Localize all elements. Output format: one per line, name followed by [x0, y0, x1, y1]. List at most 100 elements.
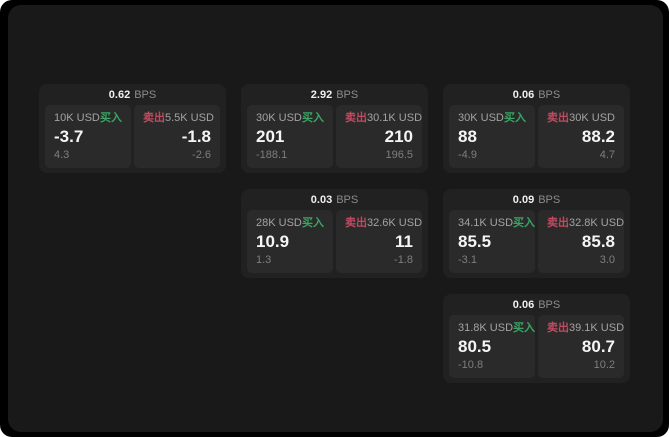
- sell-quote-panel[interactable]: 卖出 39.1K USD 80.7 10.2: [538, 315, 624, 378]
- buy-side-label: 买入: [513, 217, 536, 229]
- buy-change: 1.3: [256, 254, 272, 266]
- bps-value: 0.03: [310, 194, 333, 206]
- bps-unit-label: BPS: [336, 194, 359, 206]
- bps-unit-label: BPS: [538, 89, 561, 101]
- bid-ask-panels: 10K USD 买入 -3.7 4.3 卖出 5.5K USD -1.8 -2.…: [45, 105, 220, 168]
- buy-side-label: 买入: [302, 112, 324, 124]
- sell-notional: 30.1K USD: [367, 112, 423, 124]
- card-bps-header: 2.92 BPS: [247, 87, 422, 103]
- buy-change: -10.8: [458, 359, 484, 371]
- sell-notional: 32.6K USD: [367, 217, 423, 229]
- sell-notional: 5.5K USD: [165, 112, 214, 124]
- buy-quote-panel[interactable]: 30K USD 买入 201 -188.1: [247, 105, 333, 168]
- buy-notional: 30K USD: [458, 112, 504, 124]
- sell-change: -2.6: [192, 149, 211, 161]
- buy-quote-panel[interactable]: 34.1K USD 买入 85.5 -3.1: [449, 210, 535, 273]
- card-bps-header: 0.06 BPS: [449, 297, 624, 313]
- sell-price: 85.8: [581, 232, 615, 251]
- buy-price: 10.9: [256, 232, 290, 251]
- buy-change: 4.3: [54, 149, 70, 161]
- sell-panel-top-row: 卖出 32.6K USD: [345, 217, 422, 230]
- buy-notional: 34.1K USD: [458, 217, 514, 229]
- bps-unit-label: BPS: [538, 194, 561, 206]
- bps-value: 2.92: [310, 89, 333, 101]
- sell-panel-top-row: 卖出 5.5K USD: [143, 112, 214, 125]
- buy-notional: 28K USD: [256, 217, 302, 229]
- bps-unit-label: BPS: [336, 89, 359, 101]
- quote-board-window: 0.62 BPS 10K USD 买入 -3.7 4.3 卖出 5.5K USD …: [8, 5, 663, 432]
- sell-price: 210: [384, 127, 413, 146]
- sell-panel-top-row: 卖出 30K USD: [547, 112, 615, 125]
- sell-side-label: 卖出: [547, 322, 569, 334]
- card-bps-header: 0.06 BPS: [449, 87, 624, 103]
- quote-card: 0.03 BPS 28K USD 买入 10.9 1.3 卖出 32.6K USD…: [241, 189, 428, 278]
- card-bps-header: 0.62 BPS: [45, 87, 220, 103]
- sell-change: -1.8: [394, 254, 413, 266]
- buy-price: 201: [256, 127, 285, 146]
- sell-side-label: 卖出: [143, 112, 165, 124]
- buy-panel-top-row: 10K USD 买入: [54, 112, 122, 125]
- buy-quote-panel[interactable]: 31.8K USD 买入 80.5 -10.8: [449, 315, 535, 378]
- sell-quote-panel[interactable]: 卖出 5.5K USD -1.8 -2.6: [134, 105, 220, 168]
- buy-panel-top-row: 30K USD 买入: [256, 112, 324, 125]
- sell-side-label: 卖出: [547, 112, 569, 124]
- bps-unit-label: BPS: [134, 89, 157, 101]
- buy-panel-top-row: 28K USD 买入: [256, 217, 324, 230]
- buy-side-label: 买入: [513, 322, 536, 334]
- bid-ask-panels: 30K USD 买入 88 -4.9 卖出 30K USD 88.2 4.7: [449, 105, 624, 168]
- buy-price: 88: [458, 127, 477, 146]
- buy-panel-top-row: 31.8K USD 买入: [458, 322, 535, 335]
- sell-notional: 39.1K USD: [569, 322, 625, 334]
- card-bps-header: 0.09 BPS: [449, 192, 624, 208]
- sell-side-label: 卖出: [345, 217, 367, 229]
- bps-value: 0.06: [512, 299, 535, 311]
- buy-price: 80.5: [458, 337, 492, 356]
- sell-quote-panel[interactable]: 卖出 32.6K USD 11 -1.8: [336, 210, 422, 273]
- sell-change: 10.2: [593, 359, 615, 371]
- buy-change: -188.1: [256, 149, 288, 161]
- sell-price: 11: [395, 232, 413, 251]
- buy-notional: 31.8K USD: [458, 322, 514, 334]
- bid-ask-panels: 31.8K USD 买入 80.5 -10.8 卖出 39.1K USD 80.…: [449, 315, 624, 378]
- quote-card: 0.62 BPS 10K USD 买入 -3.7 4.3 卖出 5.5K USD …: [39, 84, 226, 173]
- buy-side-label: 买入: [504, 112, 526, 124]
- card-bps-header: 0.03 BPS: [247, 192, 422, 208]
- sell-panel-top-row: 卖出 32.8K USD: [547, 217, 624, 230]
- sell-change: 4.7: [599, 149, 615, 161]
- sell-panel-top-row: 卖出 39.1K USD: [547, 322, 624, 335]
- bid-ask-panels: 28K USD 买入 10.9 1.3 卖出 32.6K USD 11 -1.8: [247, 210, 422, 273]
- quote-cards-grid: 0.62 BPS 10K USD 买入 -3.7 4.3 卖出 5.5K USD …: [39, 84, 630, 383]
- buy-price: 85.5: [458, 232, 492, 251]
- sell-notional: 30K USD: [569, 112, 615, 124]
- quote-card: 0.09 BPS 34.1K USD 买入 85.5 -3.1 卖出 32.8K …: [443, 189, 630, 278]
- bid-ask-panels: 30K USD 买入 201 -188.1 卖出 30.1K USD 210 1…: [247, 105, 422, 168]
- sell-price: 80.7: [581, 337, 615, 356]
- sell-panel-top-row: 卖出 30.1K USD: [345, 112, 422, 125]
- buy-notional: 10K USD: [54, 112, 100, 124]
- bps-value: 0.09: [512, 194, 535, 206]
- sell-price: -1.8: [181, 127, 211, 146]
- sell-notional: 32.8K USD: [569, 217, 625, 229]
- buy-notional: 30K USD: [256, 112, 302, 124]
- buy-change: -4.9: [458, 149, 477, 161]
- sell-change: 3.0: [599, 254, 615, 266]
- buy-panel-top-row: 30K USD 买入: [458, 112, 526, 125]
- bps-value: 0.62: [108, 89, 131, 101]
- sell-side-label: 卖出: [547, 217, 569, 229]
- quote-card: 0.06 BPS 31.8K USD 买入 80.5 -10.8 卖出 39.1K…: [443, 294, 630, 383]
- sell-quote-panel[interactable]: 卖出 30K USD 88.2 4.7: [538, 105, 624, 168]
- bid-ask-panels: 34.1K USD 买入 85.5 -3.1 卖出 32.8K USD 85.8…: [449, 210, 624, 273]
- buy-quote-panel[interactable]: 28K USD 买入 10.9 1.3: [247, 210, 333, 273]
- buy-quote-panel[interactable]: 10K USD 买入 -3.7 4.3: [45, 105, 131, 168]
- quote-card: 2.92 BPS 30K USD 买入 201 -188.1 卖出 30.1K U…: [241, 84, 428, 173]
- buy-side-label: 买入: [100, 112, 122, 124]
- bps-unit-label: BPS: [538, 299, 561, 311]
- buy-side-label: 买入: [302, 217, 324, 229]
- buy-price: -3.7: [54, 127, 84, 146]
- quote-card: 0.06 BPS 30K USD 买入 88 -4.9 卖出 30K USD 88…: [443, 84, 630, 173]
- buy-quote-panel[interactable]: 30K USD 买入 88 -4.9: [449, 105, 535, 168]
- sell-quote-panel[interactable]: 卖出 32.8K USD 85.8 3.0: [538, 210, 624, 273]
- buy-panel-top-row: 34.1K USD 买入: [458, 217, 535, 230]
- sell-quote-panel[interactable]: 卖出 30.1K USD 210 196.5: [336, 105, 422, 168]
